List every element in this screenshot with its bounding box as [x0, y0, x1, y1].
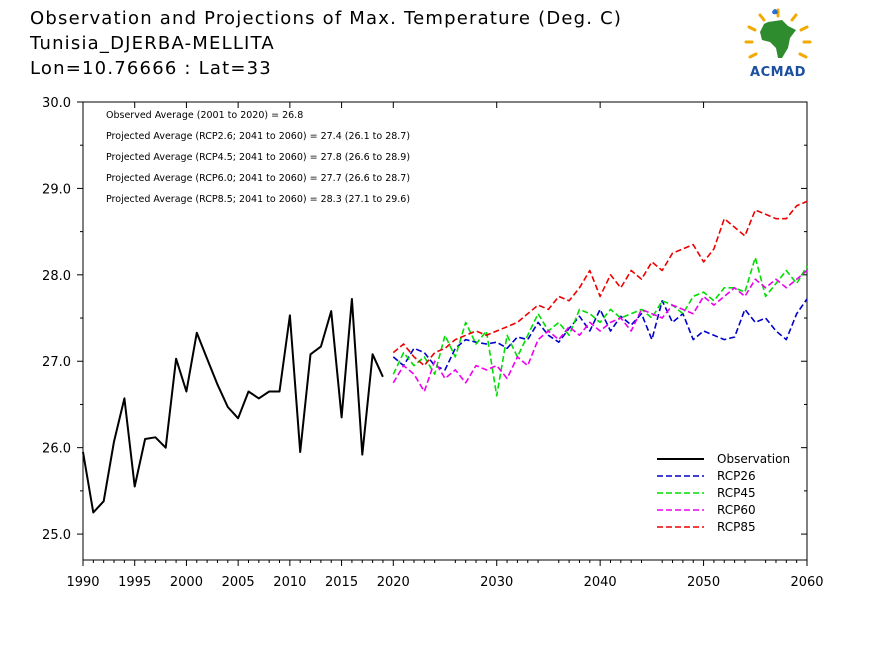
acmad-logo: ACMAD	[738, 8, 818, 82]
x-tick-label: 2040	[584, 575, 617, 590]
y-tick-label: 26.0	[42, 442, 71, 457]
x-tick-label: 1990	[66, 575, 99, 590]
annotation-text: Projected Average (RCP8.5; 2041 to 2060)…	[106, 194, 410, 205]
legend: Observation RCP26 RCP45 RCP60 RCP85	[657, 452, 790, 534]
station-coordinates: Lon=10.76666 : Lat=33	[30, 58, 272, 79]
legend-label: RCP26	[717, 469, 756, 483]
x-tick-label: 2010	[273, 575, 306, 590]
series-line-rcp60	[392, 269, 808, 393]
y-tick-label: 28.0	[42, 269, 71, 284]
x-axis: 1990 1995 2000 2005 2010 2015 2020 2030 2040 2050…	[66, 102, 824, 590]
x-tick-label: 1995	[118, 575, 151, 590]
annotation-text: Observed Average (2001 to 2020) = 26.8	[106, 110, 303, 121]
series-line-rcp26	[392, 298, 808, 371]
y-axis: 25.0 26.0 27.0 28.0 29.0 30.0	[42, 96, 807, 543]
africa-sun-icon	[744, 8, 812, 59]
series-line-rcp45	[392, 256, 808, 397]
x-tick-label: 2015	[325, 575, 358, 590]
x-tick-label: 2000	[170, 575, 203, 590]
plot-frame	[82, 101, 808, 561]
acmad-logo-text: ACMAD	[750, 65, 806, 80]
series-line-rcp85	[392, 200, 808, 367]
annotation-text: Projected Average (RCP4.5; 2041 to 2060)…	[106, 152, 410, 163]
x-tick-label: 2005	[222, 575, 255, 590]
legend-label: RCP60	[717, 503, 756, 517]
x-tick-label: 2050	[687, 575, 720, 590]
annotation-text: Projected Average (RCP2.6; 2041 to 2060)…	[106, 131, 410, 142]
y-tick-label: 29.0	[42, 182, 71, 197]
y-tick-label: 27.0	[42, 355, 71, 370]
chart-title: Observation and Projections of Max. Temp…	[30, 8, 623, 29]
series-lines	[82, 200, 808, 514]
station-name: Tunisia_DJERBA-MELLITA	[30, 33, 275, 54]
y-tick-label: 30.0	[42, 96, 71, 111]
annotations: Observed Average (2001 to 2020) = 26.8 Pr…	[106, 110, 410, 205]
legend-label: RCP85	[717, 520, 756, 534]
x-tick-label: 2020	[377, 575, 410, 590]
series-line-observation	[82, 298, 384, 514]
legend-label: Observation	[717, 452, 790, 466]
annotation-text: Projected Average (RCP6.0; 2041 to 2060)…	[106, 173, 410, 184]
legend-label: RCP45	[717, 486, 756, 500]
y-tick-label: 25.0	[42, 528, 71, 543]
x-tick-label: 2030	[480, 575, 513, 590]
x-tick-label: 2060	[790, 575, 823, 590]
